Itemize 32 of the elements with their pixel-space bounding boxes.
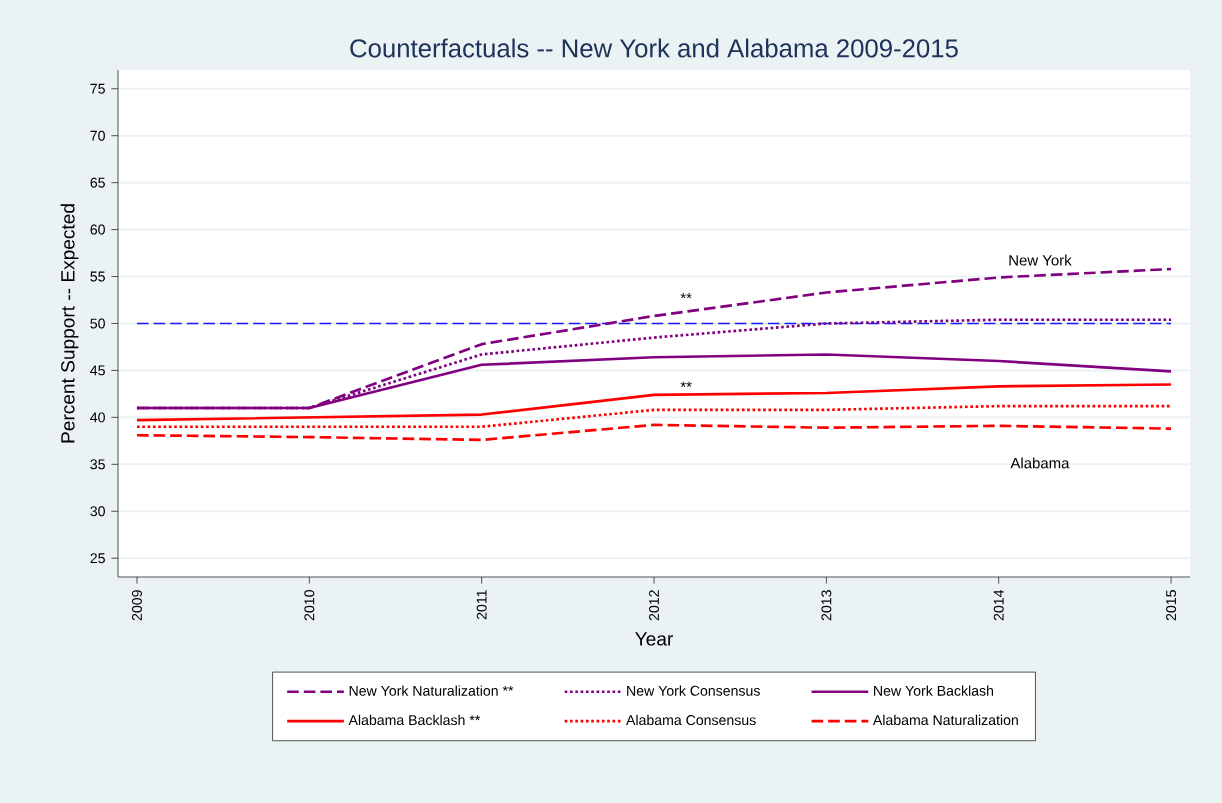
legend-label: New York Consensus	[627, 685, 760, 696]
x-tick-label: 2014	[993, 589, 1004, 621]
x-tick-label: 2013	[821, 590, 832, 621]
y-tick-label: 55	[90, 271, 105, 282]
x-tick-label: 2012	[649, 590, 659, 621]
chart-title: Counterfactuals -- New York and Alabama 2009-2015	[350, 38, 958, 58]
legend-label: Alabama Backlash **	[348, 714, 481, 726]
y-axis-title: Percent Support -- Expected	[60, 204, 79, 443]
y-tick-label: 65	[90, 177, 105, 188]
y-tick-label: 25	[90, 553, 105, 564]
x-tick-label: 2009	[131, 590, 142, 621]
legend-label: Alabama Naturalization	[872, 714, 1018, 726]
x-axis-title: Year	[635, 632, 673, 646]
annotation: New York	[1009, 254, 1072, 266]
y-tick-label: 70	[90, 130, 105, 141]
y-tick-label: 50	[90, 318, 105, 329]
annotation: **	[680, 381, 692, 387]
y-tick-label: 45	[90, 365, 105, 376]
x-tick-label: 2015	[1166, 590, 1177, 621]
y-tick-label: 75	[90, 83, 105, 94]
legend-label: New York Backlash	[874, 685, 994, 696]
annotation: Alabama	[1010, 457, 1070, 469]
legend-label: Alabama Consensus	[626, 714, 756, 726]
x-tick-label: 2010	[304, 590, 315, 621]
y-tick-label: 40	[90, 412, 105, 423]
x-tick-label: 2011	[476, 590, 487, 620]
y-tick-label: 60	[90, 224, 105, 235]
line-series	[135, 423, 1173, 442]
annotation: **	[680, 292, 692, 299]
y-tick-label: 35	[90, 459, 105, 470]
y-tick-label: 30	[90, 506, 105, 517]
legend-label: New York Naturalization **	[349, 685, 514, 696]
